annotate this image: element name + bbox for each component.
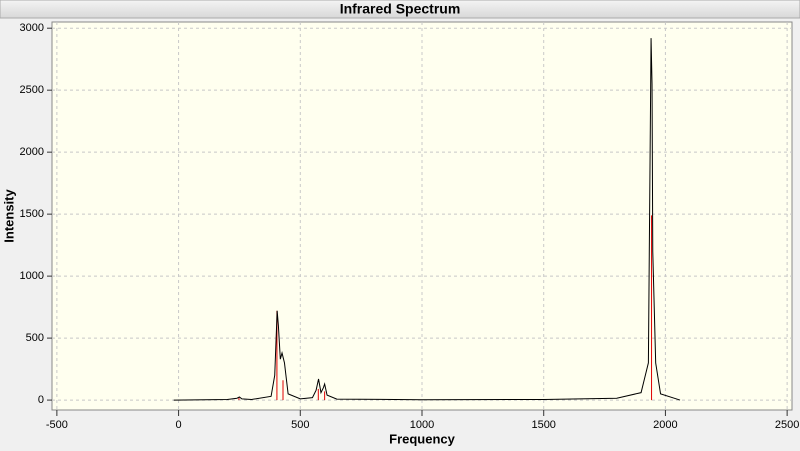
title-bar bbox=[0, 0, 800, 19]
y-tick-label: 1000 bbox=[20, 270, 44, 282]
y-tick-label: 2000 bbox=[20, 146, 44, 158]
y-tick-label: 1500 bbox=[20, 208, 44, 220]
x-tick-label: 1000 bbox=[410, 419, 434, 431]
y-axis-label: Intensity bbox=[1, 189, 16, 243]
spectrum-line bbox=[173, 38, 681, 401]
x-tick-label: 1500 bbox=[531, 419, 555, 431]
x-tick-label: 2000 bbox=[653, 419, 677, 431]
chart-title: Infrared Spectrum bbox=[340, 1, 461, 17]
x-axis-label: Frequency bbox=[389, 431, 456, 446]
y-tick-label: 500 bbox=[26, 332, 44, 344]
y-tick-label: 2500 bbox=[20, 84, 44, 96]
y-tick-label: 0 bbox=[38, 394, 44, 406]
x-tick-label: -500 bbox=[46, 419, 68, 431]
y-tick-label: 3000 bbox=[20, 22, 44, 34]
x-tick-label: 2500 bbox=[775, 419, 799, 431]
x-tick-label: 0 bbox=[176, 419, 182, 431]
x-tick-label: 500 bbox=[291, 419, 309, 431]
